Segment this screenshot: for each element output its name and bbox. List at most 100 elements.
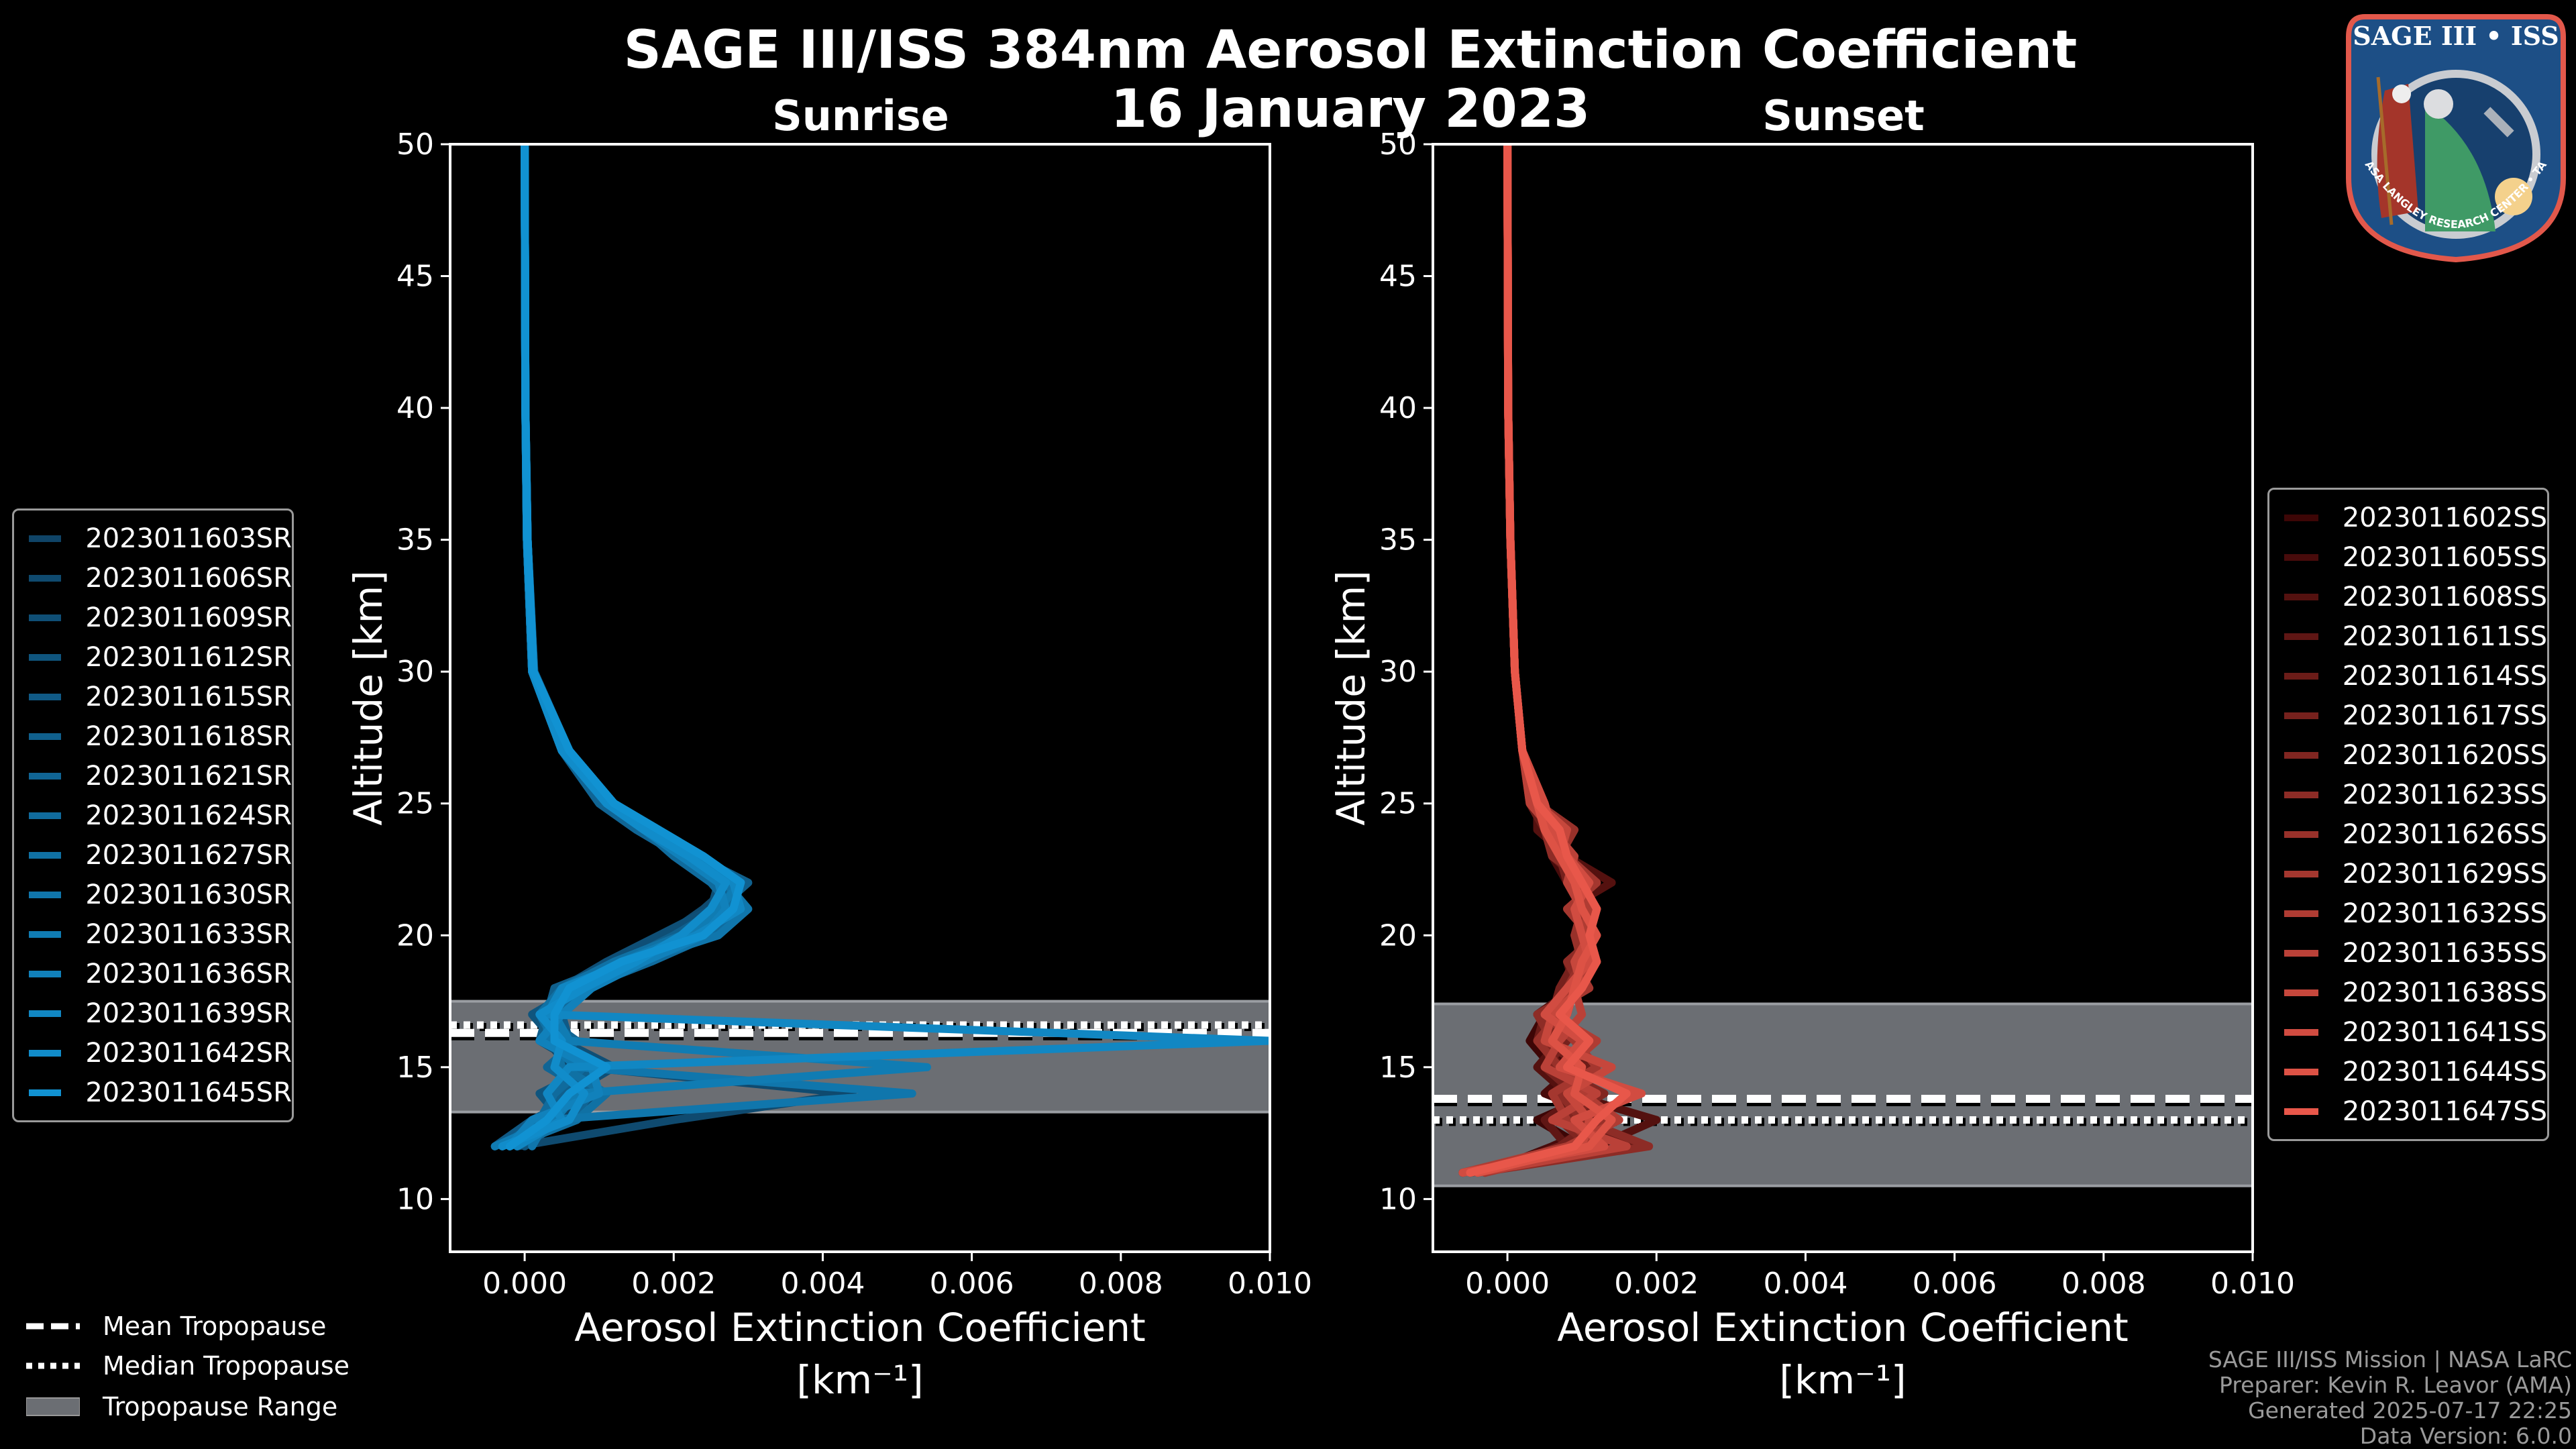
legend-item: 2023011623SS <box>2269 775 2547 814</box>
legend-swatch <box>29 970 62 977</box>
legend-item: 2023011608SS <box>2269 577 2547 616</box>
legend-label: 2023011626SS <box>2342 818 2547 850</box>
footer-generated: Generated 2025-07-17 22:25 <box>2248 1397 2572 1424</box>
legend-item: 2023011633SR <box>14 914 292 954</box>
axes-frame <box>1432 143 2254 1253</box>
y-tick-label: 50 <box>396 127 434 162</box>
legend-swatch <box>2284 593 2318 600</box>
legend-label: 2023011645SR <box>85 1077 292 1108</box>
y-tick-label: 10 <box>396 1182 434 1216</box>
legend-label: 2023011638SS <box>2342 977 2547 1008</box>
legend-label: 2023011627SR <box>85 839 292 871</box>
legend-item: 2023011617SS <box>2269 696 2547 735</box>
profile-line-2023011645SR <box>505 144 745 1150</box>
legend-range-label: Tropopause Range <box>103 1392 338 1421</box>
x-tick-label: 0.002 <box>631 1267 716 1301</box>
legend-swatch <box>29 653 62 661</box>
x-axis-unit: [km⁻¹] <box>1779 1357 1906 1403</box>
y-tick-label: 30 <box>1379 655 1417 689</box>
legend-label: 2023011620SS <box>2342 739 2547 771</box>
y-tick-label: 30 <box>396 655 434 689</box>
y-axis-label: Altitude [km] <box>1328 570 1374 825</box>
sunrise-axes: 10 15 20 25 30 35 40 45 50 0.000 0.002 0.004 0.006 0.… <box>345 127 1312 1403</box>
legend-label: 2023011639SR <box>85 998 292 1029</box>
x-axis-unit: [km⁻¹] <box>796 1357 923 1403</box>
legend-label: 2023011602SS <box>2342 502 2547 533</box>
y-axis-label: Altitude [km] <box>345 570 391 825</box>
y-tick-label: 25 <box>1379 787 1417 821</box>
x-tick-label: 0.006 <box>930 1267 1014 1301</box>
legend-label: 2023011621SR <box>85 760 292 792</box>
y-tick-label: 15 <box>1379 1051 1417 1085</box>
y-tick-label: 40 <box>1379 391 1417 425</box>
footer-data-version: Data Version: 6.0.0 <box>2359 1423 2572 1449</box>
axes-frame <box>449 143 1271 1253</box>
legend-swatch <box>2284 1028 2318 1036</box>
legend-item: 2023011621SR <box>14 756 292 796</box>
legend-label: 2023011633SR <box>85 918 292 950</box>
legend-label: 2023011611SS <box>2342 621 2547 652</box>
legend-label: 2023011641SS <box>2342 1016 2547 1048</box>
legend-swatch <box>2284 1068 2318 1075</box>
legend-median-tropopause: Median Tropopause <box>26 1351 350 1381</box>
sage-iii-iss-mission-logo: SAGE III • ISS BALL • NASA LANGLEY RESEA… <box>2345 10 2566 263</box>
legend-swatch <box>29 772 62 780</box>
legend-label: 2023011609SR <box>85 602 292 633</box>
y-tick-label: 45 <box>396 260 434 294</box>
legend-swatch <box>2284 870 2318 877</box>
legend-mean-tropopause: Mean Tropopause <box>26 1311 326 1341</box>
legend-median-label: Median Tropopause <box>103 1351 350 1381</box>
legend-swatch <box>2284 1108 2318 1115</box>
legend-swatch <box>2284 989 2318 996</box>
legend-item: 2023011612SR <box>14 637 292 677</box>
footer-mission: SAGE III/ISS Mission | NASA LaRC <box>2208 1346 2572 1373</box>
sunset-plot-area <box>1433 144 2253 1187</box>
legend-swatch <box>29 614 62 621</box>
legend-swatch <box>2284 910 2318 917</box>
legend-label: 2023011606SR <box>85 562 292 594</box>
legend-swatch <box>29 891 62 898</box>
profile-line-2023011618SR <box>505 144 753 1150</box>
legend-item: 2023011642SR <box>14 1033 292 1073</box>
x-axis-label: Aerosol Extinction Coefficient <box>1557 1305 2129 1350</box>
legend-item: 2023011603SR <box>14 519 292 558</box>
legend-item: 2023011630SR <box>14 875 292 914</box>
legend-tropopause-range: Tropopause Range <box>26 1392 337 1421</box>
x-tick-label: 0.008 <box>2061 1267 2146 1301</box>
legend-swatch <box>29 574 62 582</box>
legend-label: 2023011614SS <box>2342 660 2547 692</box>
legend-swatch <box>29 733 62 740</box>
profile-line-2023011639SR <box>513 144 1270 1150</box>
legend-item: 2023011615SR <box>14 677 292 716</box>
legend-swatch <box>2284 791 2318 798</box>
legend-item: 2023011632SS <box>2269 894 2547 933</box>
legend-label: 2023011608SS <box>2342 581 2547 612</box>
legend-swatch <box>2284 514 2318 521</box>
legend-swatch <box>2284 949 2318 957</box>
y-tick-label: 20 <box>1379 918 1417 953</box>
x-tick-label: 0.010 <box>1228 1267 1312 1301</box>
y-tick-label: 25 <box>396 787 434 821</box>
legend-item: 2023011641SS <box>2269 1012 2547 1052</box>
dashed-line-icon <box>26 1323 80 1330</box>
x-tick-label: 0.004 <box>780 1267 865 1301</box>
legend-swatch <box>29 1049 62 1057</box>
legend-item: 2023011626SS <box>2269 814 2547 854</box>
legend-item: 2023011645SR <box>14 1073 292 1112</box>
y-tick-label: 45 <box>1379 260 1417 294</box>
footer-credits: SAGE III/ISS Mission | NASA LaRC Prepare… <box>2208 1347 2572 1449</box>
sunrise-panel-title: Sunrise <box>772 91 949 140</box>
legend-item: 2023011639SR <box>14 994 292 1033</box>
y-tick-label: 35 <box>396 523 434 557</box>
legend-item: 2023011611SS <box>2269 616 2547 656</box>
legend-label: 2023011630SR <box>85 879 292 910</box>
y-tick-label: 40 <box>396 391 434 425</box>
legend-swatch <box>29 1089 62 1096</box>
x-axis-label: Aerosol Extinction Coefficient <box>574 1305 1146 1350</box>
figure-title: SAGE III/ISS 384nm Aerosol Extinction Co… <box>623 20 2078 80</box>
legend-label: 2023011647SS <box>2342 1095 2547 1127</box>
y-tick-label: 35 <box>1379 523 1417 557</box>
legend-swatch <box>29 930 62 938</box>
profile-line-2023011603SR <box>505 144 730 1150</box>
